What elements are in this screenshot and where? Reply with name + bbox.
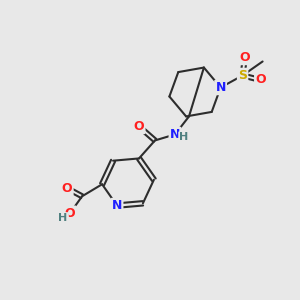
Text: N: N xyxy=(215,81,226,94)
Text: O: O xyxy=(65,207,75,220)
Text: O: O xyxy=(62,182,72,195)
Text: O: O xyxy=(255,73,266,86)
Text: S: S xyxy=(238,69,247,82)
Text: O: O xyxy=(239,51,250,64)
Text: N: N xyxy=(170,128,180,141)
Text: H: H xyxy=(179,132,189,142)
Text: N: N xyxy=(112,199,122,212)
Text: O: O xyxy=(134,120,144,133)
Text: H: H xyxy=(58,213,68,223)
